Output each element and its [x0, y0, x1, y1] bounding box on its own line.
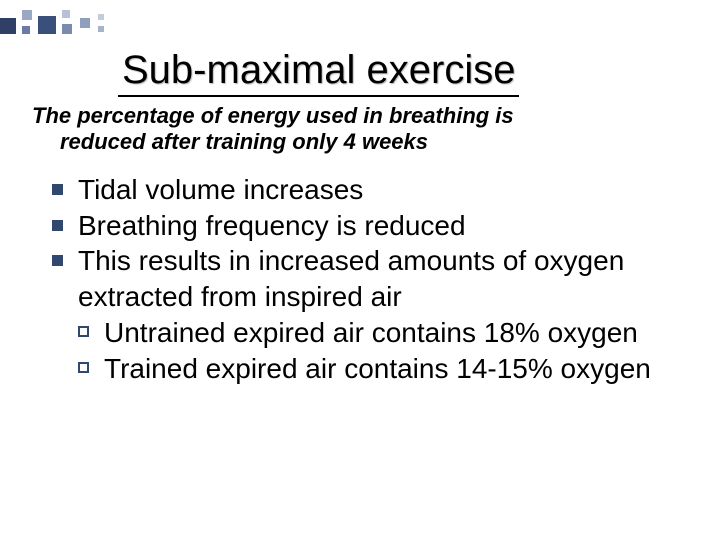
- subtitle-line-2: reduced after training only 4 weeks: [32, 129, 692, 155]
- decor-square: [0, 18, 16, 34]
- bullet-item: Breathing frequency is reduced: [52, 208, 692, 244]
- decor-square: [98, 14, 104, 20]
- decor-square: [22, 10, 32, 20]
- sub-bullet-item: Untrained expired air contains 18% oxyge…: [52, 315, 692, 351]
- decor-square: [80, 18, 90, 28]
- slide-subtitle: The percentage of energy used in breathi…: [28, 103, 692, 156]
- decor-square: [98, 26, 104, 32]
- subtitle-line-1: The percentage of energy used in breathi…: [32, 103, 514, 128]
- sub-bullet-item: Trained expired air contains 14-15% oxyg…: [52, 351, 692, 387]
- slide-title: Sub-maximal exercise: [118, 48, 519, 97]
- bullet-item: This results in increased amounts of oxy…: [52, 243, 692, 315]
- decor-square: [22, 26, 30, 34]
- decor-square: [62, 24, 72, 34]
- corner-decoration: [0, 0, 150, 50]
- bullet-item: Tidal volume increases: [52, 172, 692, 208]
- decor-square: [62, 10, 70, 18]
- slide-content: Sub-maximal exercise The percentage of e…: [0, 0, 720, 387]
- decor-square: [38, 16, 56, 34]
- bullet-list: Tidal volume increases Breathing frequen…: [28, 172, 692, 387]
